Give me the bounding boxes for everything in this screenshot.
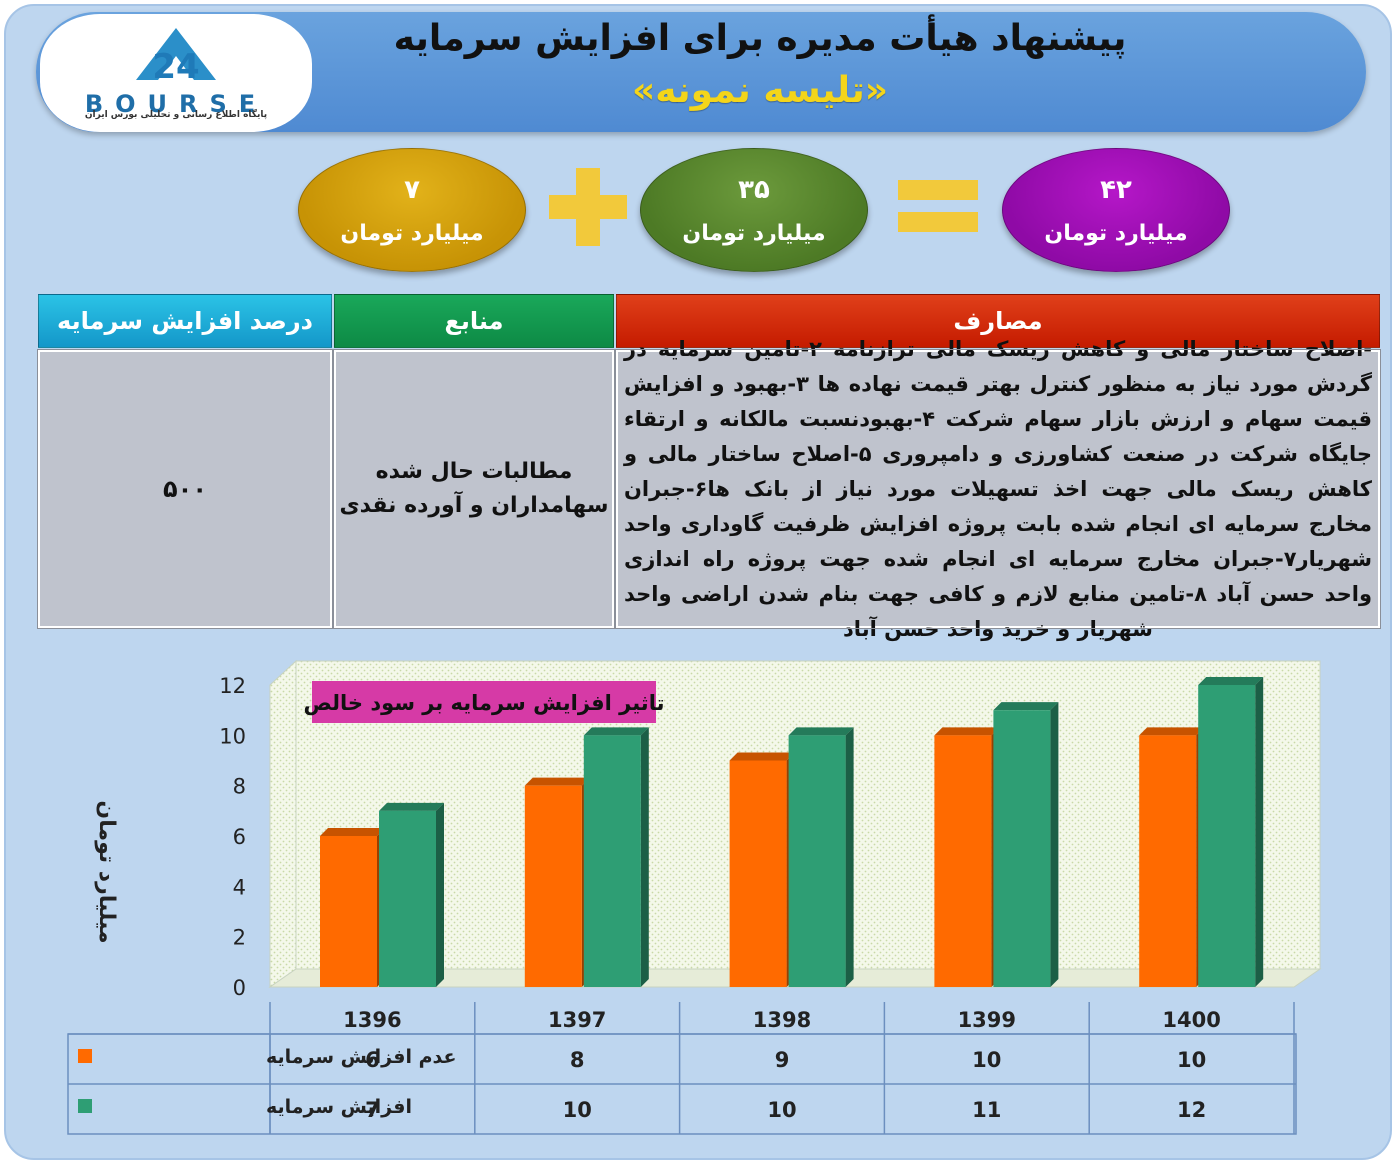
- equals-icon-lower: [898, 212, 978, 232]
- bar-0-3: [934, 727, 1000, 987]
- legend-swatch-0: [78, 1049, 92, 1063]
- bar-front-0-2: [729, 760, 787, 987]
- bar-top-1-3: [993, 702, 1059, 711]
- bar-side-1-1: [640, 727, 649, 987]
- chart-title: تاثیر افزایش سرمایه بر سود خالص: [304, 691, 665, 715]
- page-subtitle: «تلیسه نمونه»: [632, 70, 888, 111]
- bar-front-1-1: [583, 735, 641, 987]
- header-sources: منابع: [334, 294, 614, 348]
- header-costs: مصارف: [616, 294, 1380, 348]
- bar-front-0-0: [320, 836, 377, 987]
- equals-icon: [898, 180, 978, 200]
- bar-0-2: [729, 752, 795, 987]
- bar-1-4: [1198, 677, 1264, 987]
- amount-total-unit: میلیارد تومان: [1044, 220, 1188, 246]
- bar-side-1-0: [436, 802, 444, 987]
- bourse24-logo: 24 BOURSE: [85, 28, 267, 118]
- legend-label-0: عدم افزایش سرمایه: [266, 1046, 456, 1068]
- amount-claims-unit: میلیارد تومان: [682, 220, 826, 246]
- bar-side-1-4: [1255, 677, 1264, 987]
- bar-top-0-2: [729, 752, 795, 761]
- logo-mark-text: 24: [152, 47, 199, 87]
- chart-side-wall: [269, 659, 297, 988]
- sources-line-1: مطالبات حال شده: [375, 459, 573, 484]
- y-tick-label-0: 0: [233, 976, 246, 1000]
- logo-roof-icon: [136, 28, 216, 80]
- bar-front-1-3: [993, 710, 1051, 987]
- data-label-0-2: 9: [775, 1048, 790, 1072]
- bar-top-1-1: [583, 727, 649, 736]
- amount-cash-value: ۷: [404, 174, 420, 205]
- bar-top-0-3: [934, 727, 1000, 736]
- bar-top-0-1: [524, 777, 590, 786]
- data-label-1-4: 12: [1177, 1098, 1206, 1122]
- bar-0-1: [524, 777, 590, 987]
- bar-top-0-4: [1139, 727, 1205, 736]
- logo-caption: پایگاه اطلاع رسانی و تحلیلی بورس ایران: [84, 110, 268, 120]
- y-tick-label-4: 8: [233, 775, 246, 799]
- bar-0-4: [1139, 727, 1205, 987]
- bar-top-0-0: [320, 828, 385, 836]
- legend-swatch-1: [78, 1099, 92, 1113]
- x-tick-label-0: 1396: [343, 1008, 401, 1032]
- bar-front-1-4: [1198, 685, 1256, 987]
- data-label-0-1: 8: [570, 1048, 585, 1072]
- x-tick-label-1: 1397: [548, 1008, 606, 1032]
- y-tick-label-3: 6: [233, 825, 246, 849]
- x-tick-label-3: 1399: [958, 1008, 1016, 1032]
- data-label-1-2: 10: [767, 1098, 796, 1122]
- header-percent: درصد افزایش سرمایه: [38, 294, 332, 348]
- sources-line-2: سهامداران و آورده نقدی: [339, 493, 609, 518]
- bar-front-0-4: [1139, 735, 1197, 987]
- chart-title-box: [312, 681, 656, 723]
- y-axis-label: میلیارد تومان: [94, 800, 119, 943]
- amount-claims-ellipse: ۳۵ میلیارد تومان: [640, 148, 868, 272]
- page-title: پیشنهاد هیأت مدیره برای افزایش سرمایه: [393, 18, 1127, 59]
- sources-cell: مطالبات حال شده سهامداران و آورده نقدی: [333, 349, 615, 629]
- data-label-0-3: 10: [972, 1048, 1001, 1072]
- bar-side-1-3: [1050, 702, 1059, 987]
- costs-cell: -اصلاح ساختار مالی و کاهش ریسک مالی تراز…: [615, 337, 1381, 641]
- bar-top-1-0: [379, 802, 444, 811]
- bar-1-0: [379, 802, 444, 987]
- y-tick-label-5: 10: [219, 724, 246, 748]
- x-tick-label-4: 1400: [1162, 1008, 1220, 1032]
- percent-value: ۵۰۰: [163, 475, 207, 503]
- amount-total-ellipse: ۴۲ میلیارد تومان: [1002, 148, 1230, 272]
- data-label-0-0: 6: [365, 1048, 380, 1072]
- amount-total-value: ۴۲: [1100, 174, 1132, 205]
- amount-cash-unit: میلیارد تومان: [340, 220, 484, 246]
- bar-front-1-2: [788, 735, 846, 987]
- x-tick-label-2: 1398: [753, 1008, 811, 1032]
- bar-0-0: [320, 828, 385, 987]
- bar-1-1: [583, 727, 649, 987]
- data-label-0-4: 10: [1177, 1048, 1206, 1072]
- percent-cell: ۵۰۰: [37, 349, 333, 629]
- bar-1-3: [993, 702, 1059, 987]
- plus-icon-vertical: [576, 168, 600, 246]
- amount-cash-ellipse: ۷ میلیارد تومان: [298, 148, 526, 272]
- y-tick-label-1: 2: [233, 926, 246, 950]
- bar-front-0-3: [934, 735, 992, 987]
- bar-1-2: [788, 727, 854, 987]
- costs-text: -اصلاح ساختار مالی و کاهش ریسک مالی تراز…: [624, 336, 1372, 641]
- y-tick-label-6: 12: [219, 674, 246, 698]
- data-label-1-0: 7: [365, 1098, 380, 1122]
- bar-top-1-4: [1198, 677, 1264, 685]
- bar-side-1-2: [845, 727, 854, 987]
- data-label-1-1: 10: [563, 1098, 592, 1122]
- bar-top-1-2: [788, 727, 854, 736]
- data-label-1-3: 11: [972, 1098, 1001, 1122]
- amount-claims-value: ۳۵: [738, 174, 770, 205]
- bar-front-0-1: [524, 785, 582, 987]
- y-tick-label-2: 4: [233, 875, 246, 899]
- logo-wordmark: BOURSE: [85, 90, 267, 118]
- bar-front-1-0: [379, 810, 436, 987]
- legend-label-1: افزایش سرمایه: [266, 1096, 412, 1118]
